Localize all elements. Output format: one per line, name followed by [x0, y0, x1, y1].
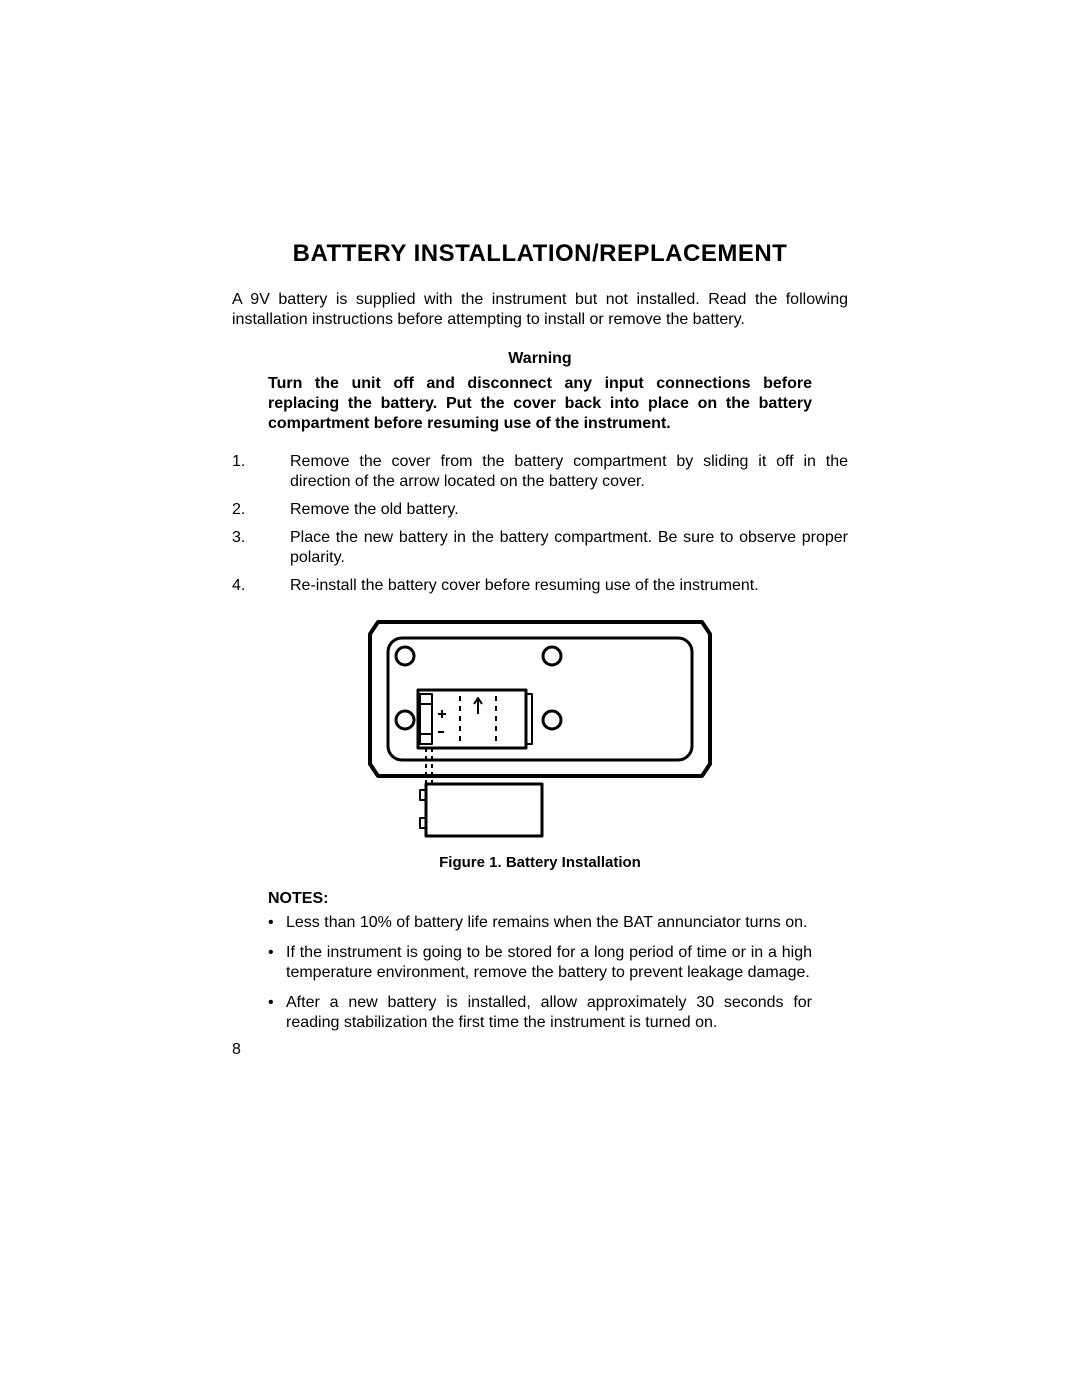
warning-block: Warning Turn the unit off and disconnect…	[268, 350, 812, 434]
intro-paragraph: A 9V battery is supplied with the instru…	[232, 290, 848, 330]
figure-battery-installation	[232, 614, 848, 844]
steps-list: 1. Remove the cover from the battery com…	[232, 452, 848, 596]
notes-heading: NOTES:	[268, 889, 812, 909]
step-item: 2. Remove the old battery.	[232, 500, 848, 520]
battery-diagram-icon	[360, 614, 720, 844]
step-item: 4. Re-install the battery cover before r…	[232, 576, 848, 596]
notes-list: • Less than 10% of battery life remains …	[268, 913, 812, 1033]
step-text: Place the new battery in the battery com…	[290, 528, 848, 568]
figure-caption: Figure 1. Battery Installation	[232, 854, 848, 871]
page-number: 8	[232, 1041, 241, 1059]
warning-body: Turn the unit off and disconnect any inp…	[268, 374, 812, 434]
step-item: 3. Place the new battery in the battery …	[232, 528, 848, 568]
notes-item: • If the instrument is going to be store…	[268, 943, 812, 983]
notes-block: NOTES: • Less than 10% of battery life r…	[268, 889, 812, 1033]
notes-text: If the instrument is going to be stored …	[286, 943, 812, 983]
manual-page: BATTERY INSTALLATION/REPLACEMENT A 9V ba…	[0, 0, 1080, 1397]
step-text: Re-install the battery cover before resu…	[290, 576, 848, 596]
page-title: BATTERY INSTALLATION/REPLACEMENT	[232, 240, 848, 268]
step-number: 1.	[232, 452, 290, 492]
step-number: 4.	[232, 576, 290, 596]
notes-item: • Less than 10% of battery life remains …	[268, 913, 812, 933]
notes-text: Less than 10% of battery life remains wh…	[286, 913, 812, 933]
bullet-icon: •	[268, 943, 286, 983]
step-text: Remove the cover from the battery compar…	[290, 452, 848, 492]
warning-heading: Warning	[268, 350, 812, 368]
bullet-icon: •	[268, 913, 286, 933]
notes-text: After a new battery is installed, allow …	[286, 993, 812, 1033]
step-number: 3.	[232, 528, 290, 568]
bullet-icon: •	[268, 993, 286, 1033]
step-text: Remove the old battery.	[290, 500, 848, 520]
step-number: 2.	[232, 500, 290, 520]
notes-item: • After a new battery is installed, allo…	[268, 993, 812, 1033]
step-item: 1. Remove the cover from the battery com…	[232, 452, 848, 492]
